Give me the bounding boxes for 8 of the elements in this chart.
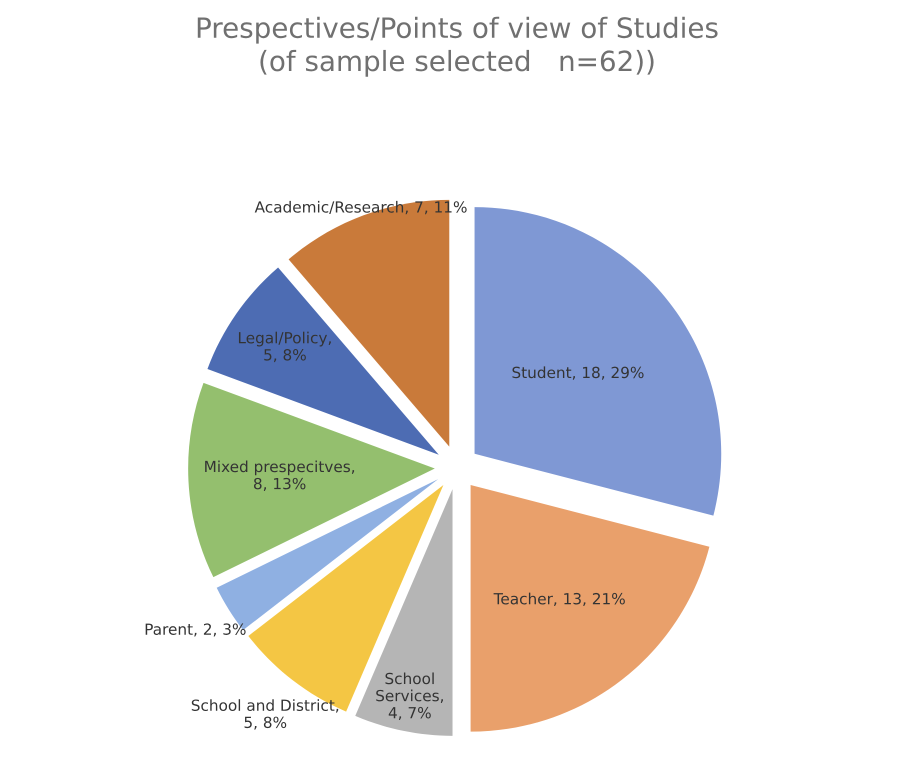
chart-title: Prespectives/Points of view of Studies (of sample selected n=62))	[198, 16, 718, 77]
slice-label: Legal/Policy, 5, 8%	[238, 332, 331, 362]
slice-label: Mixed prespecitves, 8, 13%	[205, 460, 354, 491]
slice-label: Teacher, 13, 21%	[494, 592, 625, 606]
slice-label: Student, 18, 29%	[512, 366, 644, 380]
slice-label: School Services, 4, 7%	[376, 672, 443, 720]
slice-label: Parent, 2, 3%	[146, 623, 246, 636]
slice-label: School and District, 5, 8%	[192, 699, 338, 730]
